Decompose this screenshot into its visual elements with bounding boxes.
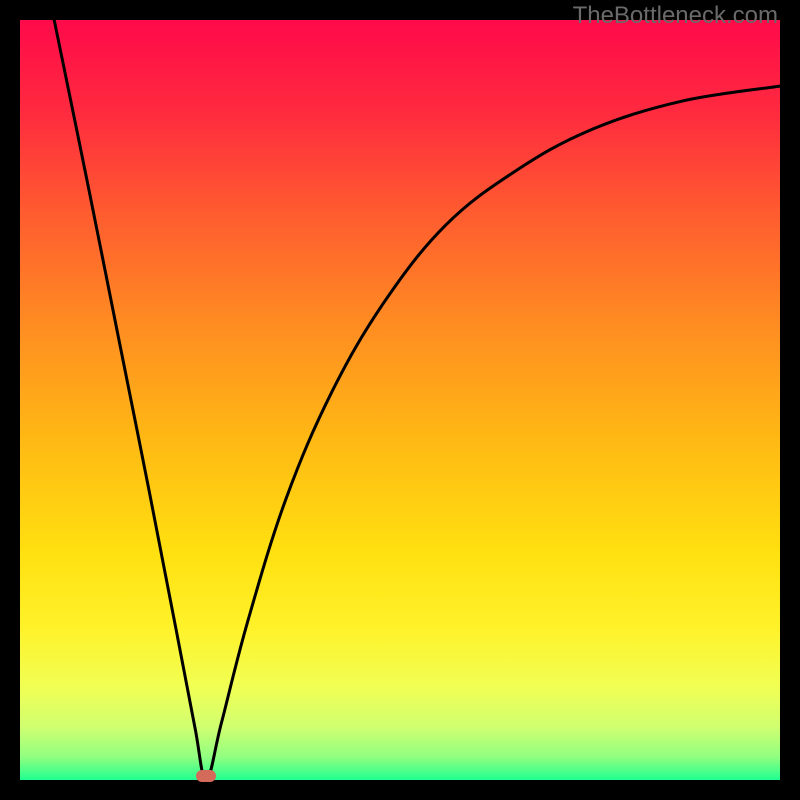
plot-area xyxy=(20,20,780,780)
chart-frame: TheBottleneck.com xyxy=(0,0,800,800)
minimum-marker xyxy=(196,770,216,782)
bottleneck-curve xyxy=(20,20,780,780)
watermark-text: TheBottleneck.com xyxy=(573,2,778,30)
